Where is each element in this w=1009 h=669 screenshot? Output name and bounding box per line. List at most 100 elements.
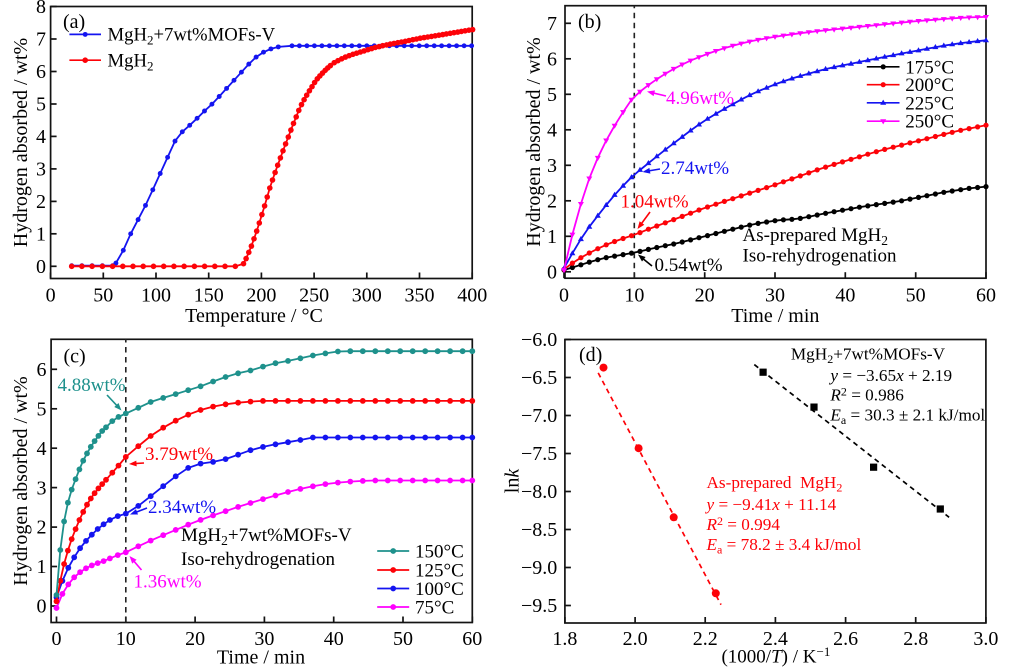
- svg-text:300: 300: [352, 285, 382, 307]
- svg-text:30: 30: [765, 285, 785, 307]
- svg-text:Ea = 78.2 ± 3.4 kJ/mol: Ea = 78.2 ± 3.4 kJ/mol: [706, 535, 862, 557]
- svg-text:2.34wt%: 2.34wt%: [148, 497, 216, 518]
- svg-text:1: 1: [36, 223, 46, 245]
- svg-text:3: 3: [547, 155, 557, 177]
- svg-text:8: 8: [36, 0, 46, 18]
- svg-text:Iso-rehydrogenation: Iso-rehydrogenation: [181, 549, 336, 570]
- svg-text:5: 5: [37, 398, 47, 420]
- svg-text:5: 5: [36, 94, 46, 116]
- svg-text:0: 0: [52, 628, 62, 650]
- svg-text:2.6: 2.6: [833, 628, 858, 650]
- svg-text:y = −9.41x + 11.14: y = −9.41x + 11.14: [705, 495, 837, 514]
- svg-text:Hydrogen absorbed / wt%: Hydrogen absorbed / wt%: [10, 376, 32, 585]
- svg-text:0.54wt%: 0.54wt%: [655, 255, 723, 276]
- svg-text:Ea = 30.3 ± 2.1 kJ/mol: Ea = 30.3 ± 2.1 kJ/mol: [829, 406, 985, 428]
- svg-text:4.96wt%: 4.96wt%: [666, 88, 734, 109]
- svg-text:5: 5: [547, 84, 557, 106]
- svg-text:60: 60: [462, 628, 482, 650]
- svg-text:100°C: 100°C: [415, 579, 464, 600]
- svg-text:−7.5: −7.5: [521, 443, 557, 465]
- svg-text:4: 4: [37, 438, 47, 460]
- svg-text:150°C: 150°C: [415, 542, 464, 563]
- svg-text:0: 0: [37, 596, 47, 618]
- svg-text:2.8: 2.8: [903, 628, 928, 650]
- svg-text:3: 3: [37, 477, 47, 499]
- svg-text:0: 0: [559, 285, 569, 307]
- svg-text:4: 4: [36, 126, 46, 148]
- svg-text:1.36wt%: 1.36wt%: [134, 572, 202, 593]
- svg-text:Hydrogen absorbed / wt%: Hydrogen absorbed / wt%: [523, 37, 545, 246]
- svg-text:250: 250: [299, 285, 329, 307]
- svg-text:6: 6: [37, 359, 47, 381]
- svg-text:40: 40: [835, 285, 855, 307]
- svg-text:200: 200: [246, 285, 276, 307]
- svg-text:7: 7: [547, 13, 557, 35]
- svg-text:Temperature / °C: Temperature / °C: [185, 305, 323, 327]
- svg-text:As-prepared MgH2: As-prepared MgH2: [743, 225, 889, 248]
- svg-text:−9.0: −9.0: [521, 557, 557, 579]
- svg-text:MgH2+7wt%MOFs-V: MgH2+7wt%MOFs-V: [791, 345, 946, 367]
- svg-text:30: 30: [254, 628, 274, 650]
- svg-text:400: 400: [457, 285, 487, 307]
- svg-text:MgH2: MgH2: [108, 51, 154, 74]
- svg-text:MgH2+7wt%MOFs-V: MgH2+7wt%MOFs-V: [108, 25, 276, 48]
- svg-text:(a): (a): [63, 11, 85, 33]
- svg-text:Time / min: Time / min: [731, 305, 819, 327]
- svg-text:50: 50: [393, 628, 413, 650]
- svg-text:2.2: 2.2: [693, 628, 718, 650]
- svg-text:2.4: 2.4: [763, 628, 788, 650]
- svg-text:1: 1: [37, 556, 47, 578]
- svg-text:As-prepared MgH2: As-prepared MgH2: [707, 473, 843, 495]
- svg-text:175°C: 175°C: [905, 57, 954, 78]
- svg-text:Time / min: Time / min: [217, 646, 305, 668]
- svg-text:4.88wt%: 4.88wt%: [58, 375, 126, 396]
- svg-text:250°C: 250°C: [905, 112, 954, 133]
- svg-text:−7.0: −7.0: [521, 405, 557, 427]
- svg-text:60: 60: [976, 285, 996, 307]
- svg-text:3.79wt%: 3.79wt%: [145, 444, 213, 465]
- svg-text:2.74wt%: 2.74wt%: [661, 158, 729, 179]
- svg-text:100: 100: [141, 285, 171, 307]
- svg-text:10: 10: [116, 628, 136, 650]
- svg-text:50: 50: [906, 285, 926, 307]
- svg-text:150: 150: [194, 285, 224, 307]
- svg-text:Hydrogen absorbed / wt%: Hydrogen absorbed / wt%: [10, 38, 32, 247]
- svg-text:0: 0: [36, 256, 46, 278]
- svg-text:3.0: 3.0: [973, 628, 998, 650]
- svg-text:6: 6: [36, 61, 46, 83]
- svg-text:0: 0: [547, 261, 557, 283]
- svg-text:(d): (d): [579, 344, 602, 366]
- svg-text:20: 20: [185, 628, 205, 650]
- svg-text:3: 3: [36, 158, 46, 180]
- svg-text:2: 2: [37, 517, 47, 539]
- svg-text:Iso-rehydrogenation: Iso-rehydrogenation: [743, 245, 898, 266]
- svg-text:6: 6: [547, 48, 557, 70]
- svg-text:0: 0: [46, 285, 56, 307]
- svg-text:2: 2: [36, 191, 46, 213]
- svg-text:MgH2+7wt%MOFs-V: MgH2+7wt%MOFs-V: [181, 525, 352, 548]
- svg-text:−6.5: −6.5: [521, 367, 557, 389]
- svg-text:(1000/T) / K−1: (1000/T) / K−1: [721, 644, 830, 668]
- svg-text:50: 50: [93, 285, 113, 307]
- svg-text:1.04wt%: 1.04wt%: [621, 192, 689, 213]
- svg-text:(c): (c): [64, 345, 86, 367]
- svg-text:40: 40: [324, 628, 344, 650]
- svg-text:125°C: 125°C: [415, 561, 464, 582]
- svg-text:75°C: 75°C: [415, 598, 454, 619]
- svg-text:10: 10: [624, 285, 644, 307]
- svg-text:(b): (b): [578, 11, 601, 33]
- svg-text:−8.5: −8.5: [521, 519, 557, 541]
- svg-text:350: 350: [405, 285, 435, 307]
- svg-text:4: 4: [547, 119, 557, 141]
- svg-text:1: 1: [547, 226, 557, 248]
- svg-text:2.0: 2.0: [623, 628, 648, 650]
- svg-text:2: 2: [547, 190, 557, 212]
- svg-text:R2 = 0.994: R2 = 0.994: [706, 514, 781, 534]
- svg-text:20: 20: [695, 285, 715, 307]
- svg-text:−9.5: −9.5: [521, 595, 557, 617]
- svg-text:225°C: 225°C: [905, 93, 954, 114]
- svg-text:R2 = 0.986: R2 = 0.986: [829, 385, 904, 405]
- svg-text:−6.0: −6.0: [521, 329, 557, 351]
- svg-text:−8.0: −8.0: [521, 481, 557, 503]
- svg-text:7: 7: [36, 29, 46, 51]
